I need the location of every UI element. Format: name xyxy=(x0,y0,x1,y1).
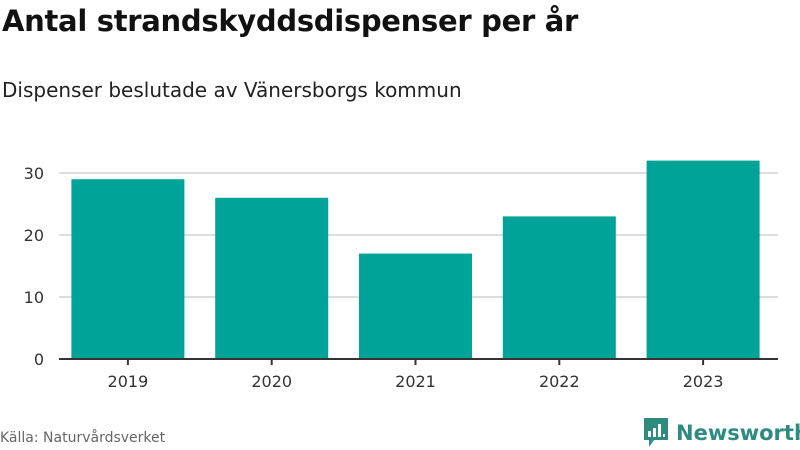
chart-title: Antal strandskyddsdispenser per år xyxy=(2,4,579,38)
bar-2020 xyxy=(215,197,329,359)
y-tick-label: 10 xyxy=(24,288,44,307)
y-tick-label: 0 xyxy=(34,350,44,369)
logo-text: Newsworthy xyxy=(676,421,800,445)
source-note: Källa: Naturvårdsverket xyxy=(0,430,166,446)
bar-chart-logo-icon xyxy=(644,418,668,447)
x-tick-label: 2022 xyxy=(539,372,580,391)
x-tick-label: 2021 xyxy=(395,372,436,391)
bar-2021 xyxy=(359,253,472,359)
y-tick-label: 20 xyxy=(24,226,44,245)
bar-chart: 0 10 20 30 2019 2020 2021 2022 2023 xyxy=(24,160,778,391)
x-tick-label: 2019 xyxy=(108,372,149,391)
bar-2022 xyxy=(502,216,616,359)
y-tick-label: 30 xyxy=(24,164,44,183)
bar-2019 xyxy=(71,179,185,359)
x-tick-label: 2023 xyxy=(683,372,724,391)
bar-2023 xyxy=(646,160,760,359)
x-tick-label: 2020 xyxy=(251,372,292,391)
newsworthy-logo: Newsworthy xyxy=(644,418,800,448)
chart-subtitle: Dispenser beslutade av Vänersborgs kommu… xyxy=(2,78,462,102)
